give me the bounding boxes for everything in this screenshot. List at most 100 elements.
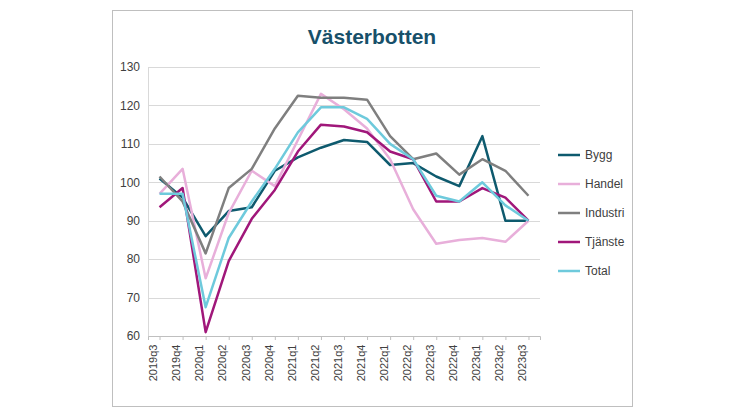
x-tick-mark (229, 336, 230, 340)
x-tick-label: 2021q1 (286, 345, 298, 382)
y-axis: 60 70 80 90 100 110 120 130 (120, 60, 149, 343)
x-tick-label: 2019q4 (170, 345, 182, 382)
legend-item: Bygg (558, 148, 612, 162)
x-tick: 2020q3 (240, 336, 253, 381)
x-tick: 2020q4 (263, 336, 276, 381)
legend-swatch (558, 241, 580, 244)
series-line (160, 94, 529, 278)
chart: Västerbotten607080901001101201302019q320… (0, 0, 746, 419)
x-tick-label: 2023q1 (470, 345, 482, 382)
x-axis: 2019q3 2019q4 2020q1 2020q2 2020q3 2020q4 2021… (147, 336, 540, 381)
series-line (160, 125, 529, 333)
legend-swatch (558, 154, 580, 157)
x-tick-mark (390, 336, 391, 340)
x-tick-mark (160, 336, 161, 340)
y-tick-label: 70 (127, 291, 141, 305)
x-tick-label: 2021q3 (332, 345, 344, 382)
y-tick-label: 120 (120, 99, 140, 113)
grid-line (148, 67, 540, 68)
x-tick-mark (505, 336, 506, 340)
legend-item: Tjänste (558, 235, 625, 249)
x-tick: 2020q1 (193, 336, 206, 381)
y-tick: 90 (127, 214, 148, 228)
x-tick: 2021q2 (309, 336, 322, 381)
y-tick: 60 (127, 329, 148, 343)
legend-label: Handel (585, 177, 623, 191)
legend: Bygg Handel Industri Tjänste Total (558, 148, 625, 278)
x-tick: 2019q4 (170, 336, 183, 381)
x-tick-mark (183, 336, 184, 340)
x-tick: 2023q3 (516, 336, 529, 381)
x-axis-line (149, 337, 541, 341)
grid-line (148, 259, 540, 260)
legend-swatch (558, 183, 580, 186)
legend-label: Bygg (585, 148, 612, 162)
x-tick: 2021q4 (355, 336, 368, 381)
grid-line (148, 105, 540, 106)
y-tick-label: 100 (120, 176, 140, 190)
series-line (160, 107, 529, 307)
legend-item: Total (558, 264, 610, 278)
grid (148, 68, 540, 337)
x-tick-label: 2023q2 (493, 345, 505, 382)
x-tick-label: 2021q4 (355, 345, 367, 382)
x-tick-mark (367, 336, 368, 340)
legend-item: Industri (558, 206, 624, 220)
y-axis-line (148, 68, 149, 337)
legend-label: Total (585, 264, 610, 278)
y-tick-label: 130 (120, 60, 140, 74)
y-tick: 110 (121, 137, 148, 151)
y-tick-label: 110 (121, 137, 140, 151)
x-tick: 2019q3 (147, 336, 160, 381)
y-tick: 80 (127, 252, 148, 266)
series-line (160, 136, 529, 236)
x-tick-label: 2020q3 (240, 345, 252, 382)
legend-item: Handel (558, 177, 623, 191)
x-tick: 2022q1 (378, 336, 391, 381)
x-tick-label: 2019q3 (147, 345, 159, 382)
x-tick-mark (321, 336, 322, 340)
chart-frame (113, 11, 633, 407)
x-tick-label: 2022q4 (447, 345, 459, 382)
title: Västerbotten (308, 25, 436, 48)
lines (160, 94, 529, 332)
y-tick-label: 80 (127, 252, 141, 266)
y-tick: 120 (120, 99, 148, 113)
x-tick-label: 2020q2 (216, 345, 228, 382)
series-line (160, 96, 529, 254)
x-tick: 2022q2 (401, 336, 414, 381)
x-tick-mark (206, 336, 207, 340)
x-tick-mark (275, 336, 276, 340)
x-tick: 2020q2 (216, 336, 229, 381)
y-tick: 70 (127, 291, 148, 305)
x-tick-label: 2022q3 (424, 345, 436, 382)
legend-label: Tjänste (585, 235, 625, 249)
legend-swatch (558, 270, 580, 273)
x-tick-mark (344, 336, 345, 340)
x-tick: 2022q4 (447, 336, 460, 381)
x-tick-label: 2022q1 (378, 345, 390, 382)
x-tick-label: 2020q1 (193, 345, 205, 382)
x-tick-mark (252, 336, 253, 340)
legend-label: Industri (585, 206, 624, 220)
grid-line (148, 221, 540, 222)
y-tick: 100 (120, 176, 148, 190)
grid-line (148, 144, 540, 145)
x-tick: 2023q2 (493, 336, 506, 381)
x-tick-mark (298, 336, 299, 340)
y-tick-label: 60 (127, 329, 141, 343)
x-tick-label: 2023q3 (516, 345, 528, 382)
x-tick-mark (413, 336, 414, 340)
x-tick: 2021q1 (286, 336, 299, 381)
x-tick-mark (459, 336, 460, 340)
x-tick: 2022q3 (424, 336, 437, 381)
x-tick-label: 2020q4 (263, 345, 275, 382)
x-tick-label: 2021q2 (309, 345, 321, 382)
x-tick-label: 2022q2 (401, 345, 413, 382)
x-tick-mark (482, 336, 483, 340)
legend-swatch (558, 212, 580, 215)
x-tick: 2021q3 (332, 336, 345, 381)
x-tick-mark (436, 336, 437, 340)
grid-line (148, 298, 540, 299)
y-tick: 130 (120, 60, 148, 74)
